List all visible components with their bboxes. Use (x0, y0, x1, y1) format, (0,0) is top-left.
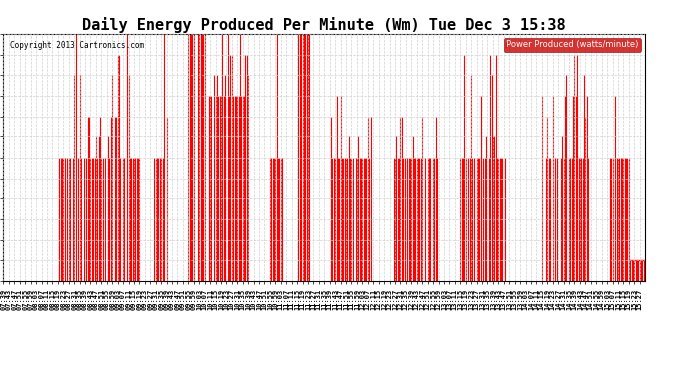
Text: Copyright 2013 Cartronics.com: Copyright 2013 Cartronics.com (10, 41, 144, 50)
Legend: Power Produced (watts/minute): Power Produced (watts/minute) (504, 38, 641, 52)
Title: Daily Energy Produced Per Minute (Wm) Tue Dec 3 15:38: Daily Energy Produced Per Minute (Wm) Tu… (83, 16, 566, 33)
